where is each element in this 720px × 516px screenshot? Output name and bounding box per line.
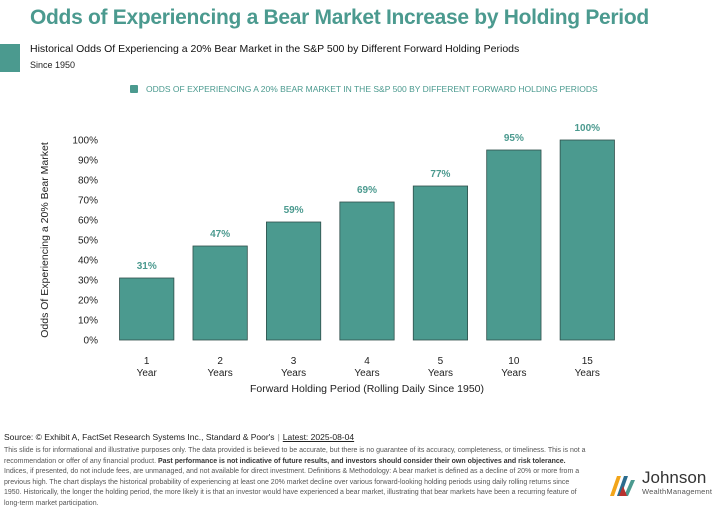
y-tick-label: 50%: [78, 236, 98, 247]
x-tick-label: Years: [501, 368, 526, 379]
bar: [339, 201, 395, 341]
accent-bar: [0, 44, 20, 72]
x-tick-label: 3: [291, 356, 297, 367]
x-tick-label: 2: [217, 356, 223, 367]
disclaimer-bold: Past performance is not indicative of fu…: [157, 457, 566, 465]
bar-chart: 0% 10% 20% 30% 40% 50% 60% 70% 80% 90% 100% 31% 47%…: [39, 123, 615, 395]
data-label: 47%: [210, 229, 230, 240]
x-tick-label: Years: [208, 368, 233, 379]
x-axis-ticks: 1Year2Years3Years4Years5Years10Years15Ye…: [137, 356, 600, 379]
disclaimer-part-2: Indices, if presented, do not include fe…: [4, 468, 580, 507]
logo-subtitle: WealthManagement: [642, 487, 713, 496]
x-tick-label: 4: [364, 356, 370, 367]
bar: [119, 277, 175, 341]
bar: [192, 245, 248, 341]
bar: [266, 221, 322, 341]
x-tick-label: Year: [137, 368, 158, 379]
x-tick-label: 15: [582, 356, 594, 367]
data-label: 100%: [574, 123, 600, 134]
legend: ODDS OF EXPERIENCING A 20% BEAR MARKET I…: [130, 84, 598, 94]
x-tick-label: 10: [508, 356, 520, 367]
y-tick-label: 100%: [72, 136, 98, 147]
x-tick-label: 5: [438, 356, 444, 367]
y-axis-label: Odds Of Experiencing a 20% Bear Market: [39, 142, 51, 338]
y-tick-label: 80%: [78, 176, 98, 187]
y-tick-label: 60%: [78, 216, 98, 227]
bar: [412, 185, 468, 341]
disclaimer-part-1: This slide is for informational and illu…: [4, 447, 586, 465]
data-label: 31%: [137, 261, 157, 272]
y-tick-label: 30%: [78, 276, 98, 287]
source-separator: |: [277, 432, 280, 442]
y-tick-label: 20%: [78, 296, 98, 307]
chart-title: Odds of Experiencing a Bear Market Incre…: [30, 6, 649, 29]
logo-name: Johnson: [642, 468, 707, 487]
data-label: 59%: [284, 205, 304, 216]
data-label: 77%: [430, 169, 450, 180]
x-axis-label: Forward Holding Period (Rolling Daily Si…: [250, 383, 484, 395]
latest-date[interactable]: Latest: 2025-08-04: [282, 432, 355, 442]
y-tick-label: 70%: [78, 196, 98, 207]
x-tick-label: Years: [428, 368, 453, 379]
x-tick-label: Years: [281, 368, 306, 379]
logo-mark-icon: [610, 476, 635, 496]
y-tick-label: 10%: [78, 316, 98, 327]
data-label: 95%: [504, 133, 524, 144]
source-text: Source: © Exhibit A, FactSet Research Sy…: [4, 432, 275, 442]
x-tick-label: Years: [354, 368, 379, 379]
x-tick-label: 1: [144, 356, 150, 367]
disclaimer: This slide is for informational and illu…: [4, 446, 586, 510]
bars: 31% 47% 59% 69% 77% 95% 100%: [119, 123, 615, 341]
x-tick-label: Years: [575, 368, 600, 379]
legend-label: ODDS OF EXPERIENCING A 20% BEAR MARKET I…: [146, 84, 598, 94]
johnson-logo: Johnson WealthManagement: [608, 468, 718, 500]
chart-subtitle: Historical Odds Of Experiencing a 20% Be…: [30, 43, 520, 55]
y-axis-ticks: 0% 10% 20% 30% 40% 50% 60% 70% 80% 90% 100%: [72, 136, 98, 347]
bar: [559, 139, 615, 341]
legend-swatch: [130, 85, 138, 93]
data-label: 69%: [357, 185, 377, 196]
bar: [486, 149, 542, 341]
y-tick-label: 40%: [78, 256, 98, 267]
source-line: Source: © Exhibit A, FactSet Research Sy…: [4, 432, 354, 442]
y-tick-label: 0%: [84, 336, 99, 347]
y-tick-label: 90%: [78, 156, 98, 167]
since-note: Since 1950: [30, 60, 76, 70]
